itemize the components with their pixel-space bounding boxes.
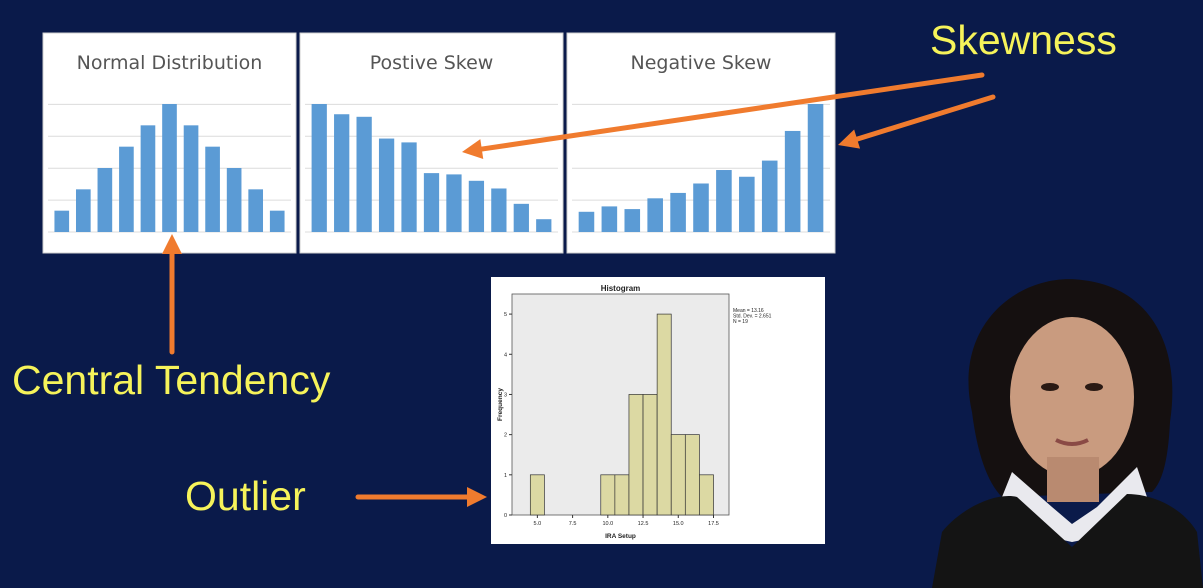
presenter-mouth	[1055, 438, 1089, 446]
y-tick-label: 4	[504, 352, 507, 358]
bar	[248, 189, 264, 232]
x-tick-label: 5.0	[534, 521, 542, 527]
histogram-title: Histogram	[601, 284, 641, 293]
bar	[311, 104, 327, 232]
histogram-bar	[656, 313, 672, 516]
histogram-bar	[614, 474, 630, 516]
arrow-skew-negative	[838, 94, 996, 149]
bar	[601, 206, 618, 232]
distribution-panels: Normal Distribution Postive Skew Negative …	[42, 32, 836, 254]
bar	[162, 104, 177, 232]
y-tick-label: 3	[504, 392, 507, 398]
stats-line: Std. Dev. = 2.651	[733, 314, 772, 320]
bar	[205, 146, 220, 232]
stats-line: N = 19	[733, 319, 748, 325]
x-tick-label: 10.0	[602, 521, 613, 527]
histogram-bar	[600, 474, 616, 516]
bar	[269, 210, 285, 232]
presenter-face	[1010, 317, 1134, 477]
y-tick-label: 5	[504, 312, 507, 318]
histogram-bar	[529, 474, 545, 516]
y-axis-label: Frequency	[497, 388, 504, 421]
bar	[624, 209, 641, 232]
bar	[647, 198, 663, 232]
x-tick-label: 17.5	[708, 521, 719, 527]
y-tick-label: 1	[504, 473, 507, 479]
y-tick-label: 2	[504, 433, 507, 439]
histogram-bar	[684, 434, 700, 516]
bar	[356, 116, 372, 232]
distribution-panel-3: Negative Skew	[566, 32, 836, 254]
x-tick-label: 7.5	[569, 521, 577, 527]
presenter-video	[932, 279, 1203, 588]
bar	[491, 188, 507, 232]
x-axis-label: IRA Setup	[605, 533, 636, 540]
bar	[140, 125, 156, 232]
arrow-central-tendency	[162, 234, 182, 355]
bar	[716, 170, 732, 232]
bar	[97, 168, 113, 232]
bar	[807, 104, 824, 232]
bar	[468, 180, 485, 232]
bar	[401, 142, 417, 232]
arrow-head	[162, 234, 182, 254]
x-tick-label: 12.5	[638, 521, 649, 527]
panel-title: Postive Skew	[370, 52, 494, 74]
bar	[513, 203, 529, 232]
bar	[446, 174, 462, 232]
presenter-neck	[1047, 457, 1099, 502]
arrow-head	[467, 487, 487, 507]
distribution-panel-1: Normal Distribution	[42, 32, 297, 254]
stats-line: Mean = 13.16	[733, 308, 764, 314]
panel-title: Normal Distribution	[77, 52, 263, 74]
histogram-bar	[670, 434, 686, 516]
arrow-skew-positive	[462, 72, 985, 159]
panel-title: Negative Skew	[631, 52, 772, 74]
distribution-panel-2: Postive Skew	[299, 32, 564, 254]
skewness-label: Skewness	[930, 17, 1117, 63]
arrows	[162, 72, 996, 507]
bar	[334, 114, 350, 232]
bar	[784, 130, 801, 232]
arrow-outlier	[355, 487, 487, 507]
arrow-head	[838, 129, 861, 149]
x-tick-label: 15.0	[673, 521, 684, 527]
bar	[54, 210, 70, 232]
histogram-bar	[628, 394, 644, 516]
bar	[75, 189, 91, 232]
bar	[119, 146, 134, 232]
bar	[578, 211, 595, 232]
bar	[693, 183, 709, 232]
presenter-sweater	[932, 494, 1203, 588]
bar	[183, 125, 199, 232]
arrow-shaft	[479, 72, 985, 152]
bar	[423, 173, 440, 232]
arrow-head	[462, 139, 484, 159]
bar	[670, 192, 686, 232]
histogram-chart: Histogram 5.0 7.5 10.0 12.5 15.0 17.5 0 1 2 3 4 5 IRA…	[491, 277, 825, 544]
central-tendency-label: Central Tendency	[12, 357, 331, 403]
histogram-bar	[642, 394, 658, 516]
bar	[739, 176, 755, 232]
outlier-label: Outlier	[185, 473, 306, 519]
bar	[761, 160, 778, 232]
histogram-bar	[699, 474, 714, 516]
presenter-eye-left	[1041, 383, 1059, 391]
presenter-eye-right	[1085, 383, 1103, 391]
bar	[378, 138, 395, 232]
arrow-shaft	[854, 94, 996, 142]
y-tick-label: 0	[504, 513, 507, 519]
bar	[226, 168, 242, 232]
bar	[536, 219, 552, 232]
